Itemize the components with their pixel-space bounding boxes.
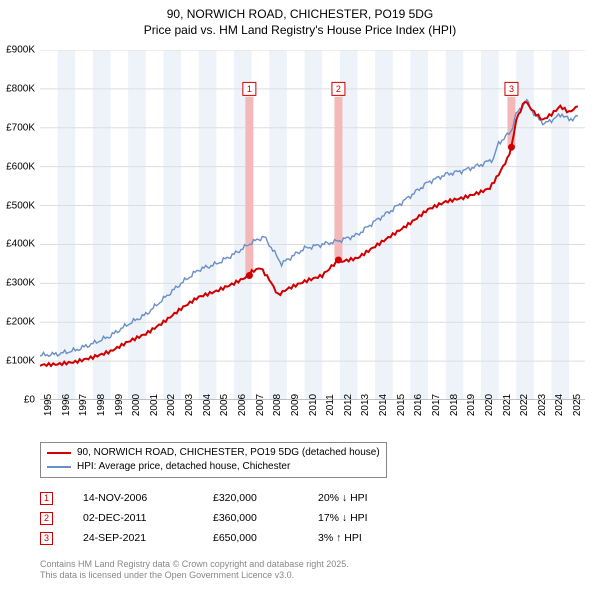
x-axis-label: 1999	[114, 394, 125, 416]
x-axis-label: 2019	[466, 394, 477, 416]
legend-label: 90, NORWICH ROAD, CHICHESTER, PO19 5DG (…	[77, 446, 380, 460]
attribution: Contains HM Land Registry data © Crown c…	[40, 559, 349, 582]
transaction-diff: 3% ↑ HPI	[318, 532, 418, 544]
title-line-2: Price paid vs. HM Land Registry's House …	[0, 22, 600, 38]
x-axis-label: 2023	[537, 394, 548, 416]
transaction-table: 1 14-NOV-2006£320,00020% ↓ HPI 2 02-DEC-201…	[40, 488, 418, 548]
x-axis-label: 2014	[378, 394, 389, 416]
transaction-marker: 2	[40, 512, 53, 525]
x-axis-label: 2008	[272, 394, 283, 416]
svg-text:3: 3	[509, 84, 514, 94]
transaction-diff: 20% ↓ HPI	[318, 492, 418, 504]
legend-label: HPI: Average price, detached house, Chic…	[77, 460, 290, 474]
x-axis-label: 2022	[519, 394, 530, 416]
x-axis-label: 2006	[237, 394, 248, 416]
y-axis-label: £200K	[6, 317, 35, 328]
legend-item: 90, NORWICH ROAD, CHICHESTER, PO19 5DG (…	[47, 446, 380, 460]
x-axis-label: 2021	[502, 394, 513, 416]
x-axis-label: 2013	[360, 394, 371, 416]
x-axis-label: 2016	[413, 394, 424, 416]
transaction-date: 24-SEP-2021	[83, 532, 213, 544]
svg-text:2: 2	[336, 84, 341, 94]
x-axis-label: 2002	[166, 394, 177, 416]
x-axis-label: 2020	[484, 394, 495, 416]
chart-area: 123 £0£100K£200K£300K£400K£500K£600K£700…	[40, 50, 585, 400]
y-axis-label: £100K	[6, 356, 35, 367]
x-axis-label: 2000	[131, 394, 142, 416]
x-axis-label: 1996	[61, 394, 72, 416]
x-axis-label: 1997	[78, 394, 89, 416]
x-axis-label: 2025	[572, 394, 583, 416]
transaction-row: 2 02-DEC-2011£360,00017% ↓ HPI	[40, 508, 418, 528]
x-axis-label: 2018	[449, 394, 460, 416]
y-axis-label: £0	[24, 395, 35, 406]
legend: 90, NORWICH ROAD, CHICHESTER, PO19 5DG (…	[40, 442, 387, 478]
x-axis-label: 2004	[202, 394, 213, 416]
attribution-line-2: This data is licensed under the Open Gov…	[40, 570, 349, 582]
transaction-diff: 17% ↓ HPI	[318, 512, 418, 524]
x-axis-label: 2015	[396, 394, 407, 416]
legend-swatch	[47, 466, 71, 467]
y-axis-label: £300K	[6, 278, 35, 289]
transaction-date: 14-NOV-2006	[83, 492, 213, 504]
x-axis-label: 2017	[431, 394, 442, 416]
transaction-price: £360,000	[213, 512, 318, 524]
x-axis-label: 1998	[96, 394, 107, 416]
x-axis-label: 1995	[43, 394, 54, 416]
y-axis-label: £900K	[6, 45, 35, 56]
x-axis-label: 2010	[308, 394, 319, 416]
transaction-date: 02-DEC-2011	[83, 512, 213, 524]
transaction-row: 1 14-NOV-2006£320,00020% ↓ HPI	[40, 488, 418, 508]
y-axis-label: £500K	[6, 200, 35, 211]
transaction-marker: 3	[40, 532, 53, 545]
y-axis-label: £400K	[6, 239, 35, 250]
legend-item: HPI: Average price, detached house, Chic…	[47, 460, 380, 474]
title-line-1: 90, NORWICH ROAD, CHICHESTER, PO19 5DG	[0, 6, 600, 22]
legend-swatch	[47, 452, 71, 454]
x-axis-label: 2001	[149, 394, 160, 416]
y-axis-label: £800K	[6, 83, 35, 94]
transaction-row: 3 24-SEP-2021£650,0003% ↑ HPI	[40, 528, 418, 548]
transaction-price: £320,000	[213, 492, 318, 504]
x-axis-label: 2024	[554, 394, 565, 416]
transaction-marker: 1	[40, 492, 53, 505]
x-axis-label: 2012	[343, 394, 354, 416]
y-axis-label: £700K	[6, 122, 35, 133]
x-axis-label: 2005	[219, 394, 230, 416]
chart-svg: 1 2 3	[40, 50, 585, 400]
x-axis-label: 2007	[255, 394, 266, 416]
chart-container: 90, NORWICH ROAD, CHICHESTER, PO19 5DG P…	[0, 0, 600, 590]
attribution-line-1: Contains HM Land Registry data © Crown c…	[40, 559, 349, 571]
x-axis-label: 2003	[184, 394, 195, 416]
svg-text:1: 1	[247, 84, 252, 94]
x-axis-label: 2009	[290, 394, 301, 416]
title-block: 90, NORWICH ROAD, CHICHESTER, PO19 5DG P…	[0, 0, 600, 38]
x-axis-label: 2011	[325, 394, 336, 416]
transaction-price: £650,000	[213, 532, 318, 544]
y-axis-label: £600K	[6, 161, 35, 172]
